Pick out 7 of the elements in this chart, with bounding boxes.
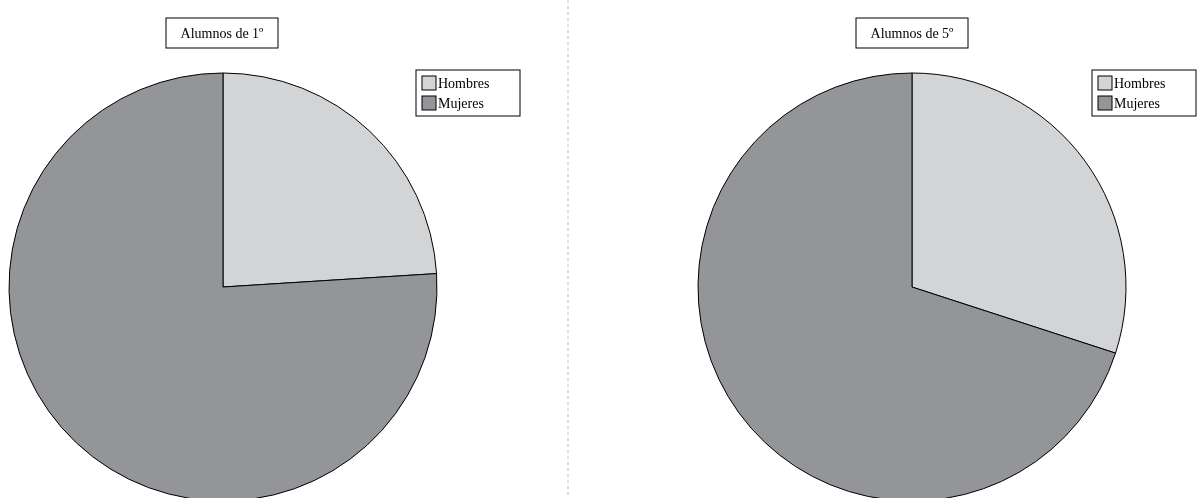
chart-title: Alumnos de 1º: [180, 26, 265, 41]
pie-slice: [8, 72, 438, 498]
legend-label: Hombres: [1114, 76, 1166, 91]
legend-label: Hombres: [438, 76, 490, 91]
legend-label: Mujeres: [1114, 96, 1160, 111]
chart-title: Alumnos de 5º: [870, 26, 955, 41]
legend-label: Mujeres: [438, 96, 484, 111]
